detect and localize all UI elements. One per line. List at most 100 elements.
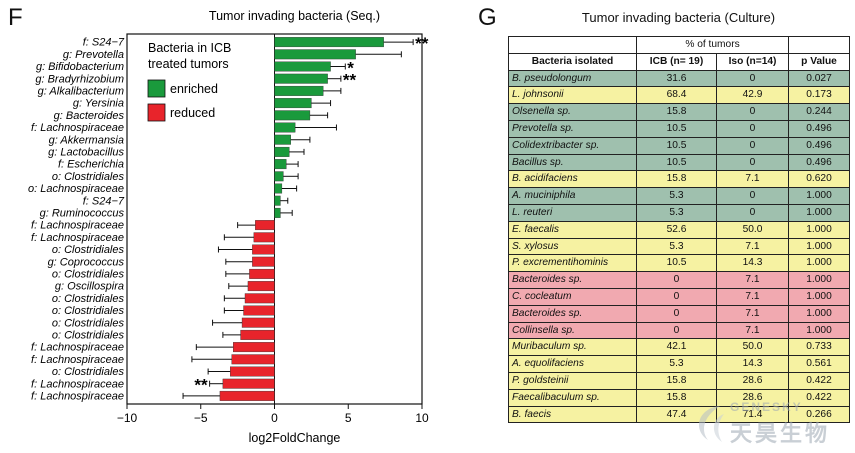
cell-bacteria-name: L. reuteri [508, 203, 637, 222]
bar [253, 232, 275, 243]
cell-bacteria-name: A. muciniphila [508, 187, 637, 205]
cell-bacteria-name: B. pseudolongum [508, 69, 637, 88]
cell-icb: 68.4 [636, 86, 717, 105]
cell-iso: 0 [715, 69, 790, 88]
bar [252, 256, 275, 267]
bar [230, 366, 275, 377]
cell-iso: 14.3 [715, 254, 790, 273]
cell-icb: 0 [636, 287, 717, 306]
column-header-pvalue: p Value [788, 52, 851, 71]
bar [274, 85, 324, 96]
watermark-text-en: GENESKY [730, 400, 803, 414]
legend-swatch [147, 103, 166, 122]
cell-pvalue: 0.422 [788, 371, 851, 390]
panel-letter-f: F [8, 4, 23, 31]
bar-label: o: Clostridiales [52, 269, 125, 281]
legend-title-line: treated tumors [148, 57, 229, 71]
table-row: B. acidifaciens 15.8 7.1 0.620 [508, 170, 851, 189]
bar-label: o: Clostridiales [52, 293, 125, 305]
table-row: C. cocleatum 0 7.1 1.000 [508, 287, 851, 306]
cell-icb: 10.5 [636, 119, 717, 138]
cell-iso: 71.4 [715, 405, 790, 424]
cell-iso: 0 [715, 136, 790, 155]
cell-bacteria-name: Prevotella sp. [508, 119, 637, 138]
bar [274, 207, 281, 218]
cell-pvalue: 0.496 [788, 136, 851, 155]
bar-label: f: Lachnospiraceae [31, 354, 124, 366]
table-row: P. goldsteinii 15.8 28.6 0.422 [508, 371, 851, 390]
bar-label: f: Lachnospiraceae [31, 391, 124, 403]
legend-label: enriched [170, 82, 218, 96]
bar-label: f: S24−7 [83, 37, 125, 49]
cell-icb: 31.6 [636, 69, 717, 88]
bar-label: f: S24−7 [83, 195, 125, 207]
bar-label: g: Alkalibacterium [38, 86, 124, 98]
bar [247, 281, 275, 292]
table-row: Collinsella sp. 0 7.1 1.000 [508, 321, 851, 340]
header-blank [788, 36, 851, 54]
header-blank [508, 36, 637, 54]
cell-bacteria-name: C. cocleatum [508, 287, 637, 306]
cell-iso: 28.6 [715, 388, 790, 407]
bar [274, 159, 287, 170]
cell-bacteria-name: B. faecis [508, 405, 637, 424]
table-row: Bacteroides sp. 0 7.1 1.000 [508, 271, 851, 289]
table-row: A. equolifaciens 5.3 14.3 0.561 [508, 355, 851, 373]
bar [244, 293, 275, 304]
table-row: B. faecis 47.4 71.4 0.266 [508, 405, 851, 424]
bar-label: o: Clostridiales [52, 305, 125, 317]
cell-icb: 0 [636, 321, 717, 340]
cell-icb: 15.8 [636, 170, 717, 189]
cell-icb: 10.5 [636, 254, 717, 273]
bar-label: g: Bradyrhizobium [35, 73, 124, 85]
cell-icb: 5.3 [636, 187, 717, 205]
cell-bacteria-name: Bacteroides sp. [508, 271, 637, 289]
cell-iso: 50.0 [715, 338, 790, 357]
cell-pvalue: 0.733 [788, 338, 851, 357]
significance-mark: ** [415, 34, 429, 53]
table-row: Muribaculum sp. 42.1 50.0 0.733 [508, 338, 851, 357]
cell-bacteria-name: Colidextribacter sp. [508, 136, 637, 155]
bar [274, 122, 296, 133]
column-header-iso: Iso (n=14) [715, 52, 790, 71]
table-row: Prevotella sp. 10.5 0 0.496 [508, 119, 851, 138]
cell-iso: 0 [715, 119, 790, 138]
bar [240, 329, 275, 340]
cell-bacteria-name: B. acidifaciens [508, 170, 637, 189]
x-tick-label: 10 [415, 411, 429, 425]
cell-icb: 5.3 [636, 237, 717, 256]
bar-label: g: Coprococcus [48, 256, 125, 268]
cell-iso: 14.3 [715, 355, 790, 373]
group-header: % of tumors [635, 36, 790, 54]
cell-icb: 42.1 [636, 338, 717, 357]
bar-label: g: Prevotella [63, 49, 124, 61]
cell-iso: 7.1 [715, 271, 790, 289]
table-row: L. reuteri 5.3 0 1.000 [508, 203, 851, 222]
culture-table-wrapper: % of tumors Bacteria isolated ICB (n= 19… [508, 36, 851, 424]
cell-icb: 10.5 [636, 136, 717, 155]
cell-bacteria-name: Bacillus sp. [508, 153, 637, 172]
cell-icb: 5.3 [636, 203, 717, 222]
cell-iso: 0 [715, 153, 790, 172]
x-axis-label: log2FoldChange [249, 431, 341, 445]
table-row: L. johnsonii 68.4 42.9 0.173 [508, 86, 851, 105]
bar-label: f: Lachnospiraceae [31, 122, 124, 134]
cell-iso: 0 [715, 187, 790, 205]
bar [274, 183, 283, 194]
bar-label: g: Bifidobacterium [36, 61, 124, 73]
significance-mark: ** [343, 71, 357, 90]
bar [241, 317, 275, 328]
table-row: Bacteroides sp. 0 7.1 1.000 [508, 304, 851, 323]
logo-swirl-icon [698, 406, 724, 442]
legend-swatch [147, 79, 166, 98]
cell-pvalue: 0.620 [788, 170, 851, 189]
bar [274, 195, 281, 206]
bar-label: o: Clostridiales [52, 330, 125, 342]
bar [252, 244, 275, 255]
cell-pvalue: 0.027 [788, 69, 851, 88]
cell-bacteria-name: Faecalibaculum sp. [508, 388, 637, 407]
x-tick-label: 5 [345, 411, 352, 425]
bar-label: f: Lachnospiraceae [31, 378, 124, 390]
chart-title: Tumor invading bacteria (Seq.) [209, 9, 380, 23]
cell-bacteria-name: S. xylosus [508, 237, 637, 256]
